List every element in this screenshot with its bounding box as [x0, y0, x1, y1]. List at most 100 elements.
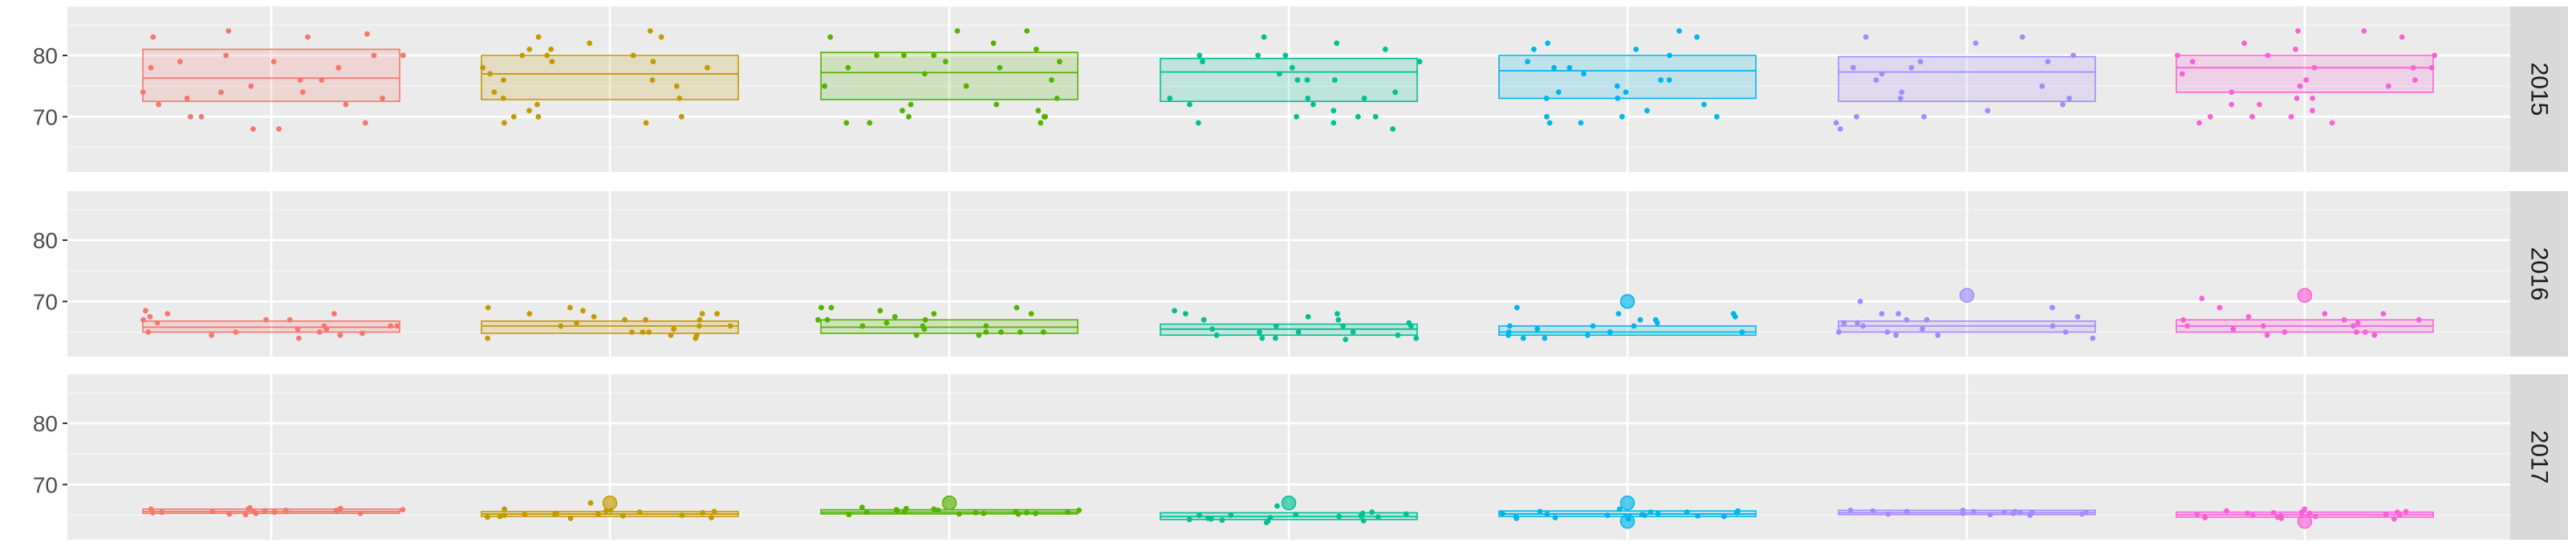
data-point	[2306, 510, 2313, 516]
data-point	[2090, 335, 2096, 341]
data-point	[990, 40, 997, 47]
data-point	[1879, 71, 1885, 77]
data-point	[1879, 311, 1885, 316]
data-point	[1208, 516, 1214, 522]
data-point	[1196, 120, 1201, 126]
data-point	[863, 509, 870, 516]
data-point	[2403, 508, 2409, 515]
data-point	[535, 113, 542, 120]
data-point	[1335, 311, 1340, 316]
data-point	[827, 34, 833, 40]
data-point	[1721, 513, 1727, 520]
data-point	[1676, 28, 1682, 34]
data-point	[2432, 52, 2438, 59]
data-point	[1578, 120, 1584, 126]
data-point	[620, 512, 626, 519]
box-g1	[142, 504, 406, 518]
box-g7	[2175, 28, 2438, 126]
data-point	[2371, 332, 2378, 338]
y-tick-label: 80	[33, 228, 58, 253]
data-point	[2310, 108, 2315, 114]
data-point	[526, 108, 532, 114]
box-g2	[481, 500, 739, 521]
facet-strip	[2510, 6, 2568, 172]
data-point	[1581, 71, 1587, 77]
data-point	[906, 113, 912, 120]
data-point	[1735, 508, 1741, 514]
data-point	[1514, 304, 1520, 311]
data-point	[276, 126, 282, 133]
data-point	[822, 83, 827, 89]
data-point	[2416, 316, 2422, 323]
facet-strip-label: 2017	[2526, 431, 2553, 484]
data-point	[1590, 323, 1596, 329]
data-point	[263, 316, 269, 323]
outlier-point	[1619, 495, 1635, 511]
data-point	[1904, 508, 1910, 515]
data-point	[337, 505, 343, 512]
data-point	[2229, 89, 2235, 96]
outlier-point	[1281, 495, 1297, 511]
outlier-point	[2297, 288, 2313, 303]
data-point	[154, 320, 160, 326]
data-point	[357, 510, 364, 516]
data-point	[2410, 64, 2416, 71]
data-point	[2179, 71, 2185, 77]
data-point	[1282, 52, 1289, 59]
data-point	[2362, 329, 2368, 335]
data-point	[954, 28, 961, 34]
data-point	[2250, 512, 2256, 518]
data-point	[1924, 316, 1930, 323]
data-point	[1695, 512, 1701, 519]
box-g4	[1160, 503, 1418, 525]
data-point	[1585, 332, 1591, 338]
data-point	[935, 508, 941, 513]
data-point	[649, 77, 656, 83]
data-point	[388, 323, 394, 329]
data-point	[636, 509, 643, 516]
data-point	[1544, 113, 1550, 120]
box-g6	[1838, 508, 2096, 518]
data-point	[2270, 510, 2277, 516]
data-point	[534, 101, 540, 108]
data-point	[1257, 329, 1262, 335]
data-point	[913, 332, 920, 338]
data-point	[148, 64, 154, 71]
data-point	[1860, 323, 1867, 329]
data-point	[622, 316, 628, 323]
box-iqr	[2176, 55, 2434, 93]
data-point	[1637, 316, 1644, 323]
data-point	[2354, 329, 2359, 335]
data-point	[699, 311, 705, 316]
data-point	[1619, 113, 1625, 120]
data-point	[2207, 113, 2213, 120]
data-point	[2199, 296, 2205, 301]
data-point	[262, 508, 268, 514]
data-point	[1714, 113, 1720, 120]
data-point	[1392, 89, 1398, 96]
data-point	[2039, 83, 2046, 89]
data-point	[1520, 335, 1526, 341]
outlier-point	[602, 495, 618, 511]
data-point	[650, 59, 656, 65]
data-point	[1293, 512, 1299, 518]
data-point	[595, 511, 601, 517]
data-point	[296, 335, 302, 341]
data-point	[2019, 34, 2025, 40]
data-point	[299, 89, 306, 96]
data-point	[1255, 52, 1261, 59]
panel-2015: 70 80 2015	[33, 6, 2568, 172]
data-point	[973, 510, 979, 516]
data-point	[1023, 510, 1030, 516]
data-point	[233, 329, 239, 335]
data-point	[1041, 113, 1047, 120]
data-point	[1667, 52, 1672, 59]
data-point	[1200, 59, 1205, 65]
data-point	[1546, 120, 1553, 126]
box-iqr	[142, 48, 400, 103]
data-point	[2050, 304, 2055, 311]
data-point	[1666, 77, 1672, 83]
data-point	[1904, 316, 1910, 323]
data-point	[1870, 508, 1876, 514]
